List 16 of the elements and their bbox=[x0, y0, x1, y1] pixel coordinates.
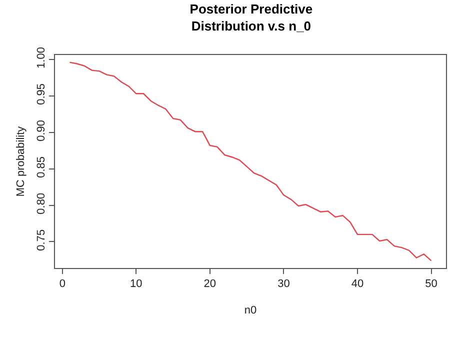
y-tick-label: 0.85 bbox=[36, 156, 48, 178]
x-tick-label: 50 bbox=[425, 278, 438, 290]
chart-title: Posterior Predictive Distribution v.s n_0 bbox=[190, 2, 313, 34]
x-tick-label: 0 bbox=[59, 278, 66, 290]
line-series bbox=[69, 62, 432, 262]
y-tick-label: 0.90 bbox=[36, 120, 48, 142]
y-tick-label: 0.75 bbox=[36, 229, 48, 251]
x-tick-label: 10 bbox=[130, 278, 142, 290]
y-tick-label: 0.80 bbox=[36, 192, 48, 214]
x-tick-label: 40 bbox=[351, 278, 364, 290]
y-tick-label: 1.00 bbox=[36, 47, 48, 68]
y-axis-title: MC probability bbox=[15, 126, 28, 197]
x-axis-title: n0 bbox=[244, 304, 257, 316]
y-tick-label: 0.95 bbox=[36, 83, 48, 105]
x-tick-label: 20 bbox=[204, 278, 216, 290]
x-tick-label: 30 bbox=[278, 278, 290, 290]
